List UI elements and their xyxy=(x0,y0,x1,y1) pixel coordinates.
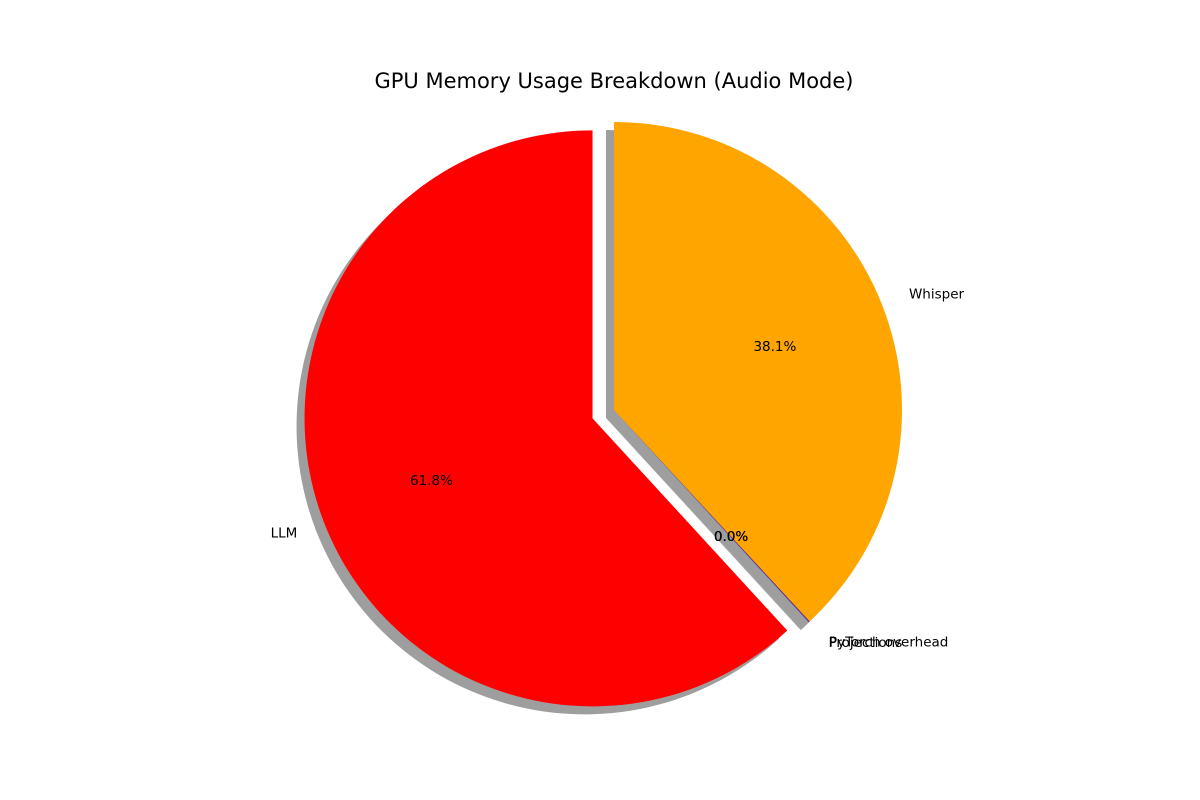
slice-projections xyxy=(614,410,810,623)
slice-label-llm: LLM xyxy=(271,525,298,541)
slice-shadow-pytorch-overhead xyxy=(606,418,802,630)
slice-percent-llm: 61.8% xyxy=(410,473,453,489)
slice-whisper xyxy=(614,122,903,622)
slice-label-whisper: Whisper xyxy=(909,286,965,302)
slice-llm xyxy=(304,130,788,707)
slice-shadow-projections xyxy=(606,418,802,631)
slice-label-projections: Projections xyxy=(828,635,902,651)
slice-percent-whisper: 38.1% xyxy=(753,339,796,355)
slices-group xyxy=(304,122,903,707)
slice-pytorch-overhead xyxy=(614,410,810,622)
chart-title: GPU Memory Usage Breakdown (Audio Mode) xyxy=(374,69,853,93)
slice-label-pytorch-overhead: PyTorch overhead xyxy=(829,635,948,651)
slice-percent-projections: 0.0% xyxy=(714,529,748,545)
slice-percent-pytorch-overhead: 0.0% xyxy=(714,529,748,545)
